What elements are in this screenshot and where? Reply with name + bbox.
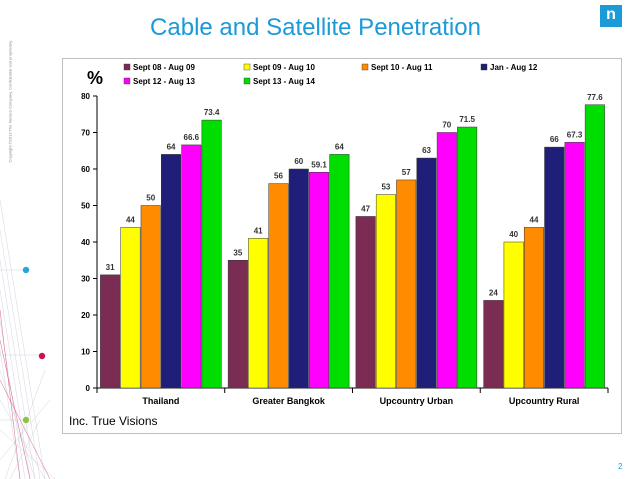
bar bbox=[584, 104, 605, 389]
data-label: 47 bbox=[361, 204, 370, 213]
y-tick-label: 10 bbox=[81, 348, 90, 357]
data-label: 53 bbox=[381, 183, 390, 192]
data-label: 77.6 bbox=[587, 93, 603, 102]
bar bbox=[503, 241, 524, 389]
x-category-label: Upcountry Urban bbox=[380, 396, 454, 406]
chart-container: % Inc. True Visions Sept 08 - Aug 09 Sept… bbox=[62, 58, 622, 434]
data-label: 73.4 bbox=[204, 108, 220, 117]
chart-legend: Sept 08 - Aug 09 Sept 09 - Aug 10 Sept 10 … bbox=[123, 63, 538, 86]
data-label: 40 bbox=[509, 230, 518, 239]
legend-swatch bbox=[480, 63, 488, 71]
y-tick-label: 80 bbox=[81, 92, 90, 101]
y-tick-label: 70 bbox=[81, 129, 90, 138]
slide-title: Cable and Satellite Penetration bbox=[150, 14, 481, 41]
data-label: 57 bbox=[402, 168, 411, 177]
bar bbox=[436, 132, 457, 389]
legend-entry-label: Sept 12 - Aug 13 bbox=[133, 77, 195, 86]
legend-entry-label: Sept 13 - Aug 14 bbox=[253, 77, 315, 86]
blue-dot-icon bbox=[22, 266, 30, 274]
legend-swatch bbox=[123, 77, 131, 85]
plot-area: 0 10 20 30 40 50 60 70 80 31 44 50 64 66.6 73.4 Thailan… bbox=[81, 92, 609, 406]
data-label: 64 bbox=[335, 142, 344, 151]
legend-swatch bbox=[243, 77, 251, 85]
data-label: 59.1 bbox=[311, 160, 327, 169]
chart-footnote: Inc. True Visions bbox=[69, 414, 158, 428]
bar bbox=[483, 300, 504, 389]
brand-logo: n bbox=[600, 5, 622, 27]
red-dot-icon bbox=[38, 352, 46, 360]
bar bbox=[140, 205, 161, 389]
legend-entry-label: Jan - Aug 12 bbox=[490, 63, 538, 72]
data-label: 66.6 bbox=[184, 133, 200, 142]
bar bbox=[329, 154, 350, 389]
bar bbox=[120, 227, 141, 389]
data-label: 71.5 bbox=[459, 115, 475, 124]
x-category-label: Thailand bbox=[142, 396, 179, 406]
data-label: 44 bbox=[530, 215, 539, 224]
legend-swatch bbox=[123, 63, 131, 71]
legend-entry-label: Sept 10 - Aug 11 bbox=[371, 63, 433, 72]
legend-swatch bbox=[243, 63, 251, 71]
data-label: 56 bbox=[274, 172, 283, 181]
data-label: 63 bbox=[422, 146, 431, 155]
bar bbox=[396, 179, 417, 389]
bar bbox=[201, 119, 222, 389]
bar bbox=[227, 260, 248, 389]
y-tick-label: 60 bbox=[81, 165, 90, 174]
data-label: 60 bbox=[294, 157, 303, 166]
data-label: 24 bbox=[489, 288, 498, 297]
data-label: 44 bbox=[126, 215, 135, 224]
data-label: 41 bbox=[254, 226, 263, 235]
bar bbox=[161, 154, 182, 389]
data-label: 64 bbox=[167, 142, 176, 151]
legend-entry-label: Sept 08 - Aug 09 bbox=[133, 63, 195, 72]
green-dot-icon bbox=[22, 416, 30, 424]
bar bbox=[457, 126, 478, 389]
legend-swatch bbox=[361, 63, 369, 71]
bar bbox=[268, 183, 289, 389]
y-tick-label: 20 bbox=[81, 311, 90, 320]
legend-entry-label: Sept 09 - Aug 10 bbox=[253, 63, 315, 72]
bar bbox=[248, 238, 269, 389]
y-tick-label: 40 bbox=[81, 238, 90, 247]
bar bbox=[416, 157, 437, 389]
bar bbox=[100, 274, 121, 389]
y-axis-unit-label: % bbox=[87, 68, 103, 88]
bar bbox=[523, 227, 544, 389]
bar bbox=[375, 194, 396, 389]
data-label: 31 bbox=[106, 263, 115, 272]
data-label: 35 bbox=[233, 248, 242, 257]
y-tick-label: 0 bbox=[86, 384, 91, 393]
page-number: 2 bbox=[618, 462, 623, 471]
data-label: 50 bbox=[146, 194, 155, 203]
bar bbox=[355, 216, 376, 389]
y-tick-label: 50 bbox=[81, 202, 90, 211]
bar bbox=[181, 144, 202, 389]
y-tick-label: 30 bbox=[81, 275, 90, 284]
x-category-label: Upcountry Rural bbox=[509, 396, 580, 406]
data-label: 66 bbox=[550, 135, 559, 144]
bar bbox=[309, 172, 330, 389]
bar bbox=[564, 142, 585, 389]
bar bbox=[288, 168, 309, 389]
copyright-notice: Copyright ©2013 The Nielsen Company. Con… bbox=[7, 39, 13, 163]
x-category-label: Greater Bangkok bbox=[252, 396, 326, 406]
bar-chart: % Inc. True Visions Sept 08 - Aug 09 Sept… bbox=[69, 63, 609, 428]
decorative-network-graphic bbox=[0, 199, 56, 479]
bar bbox=[544, 146, 565, 389]
data-label: 70 bbox=[442, 121, 451, 130]
data-label: 67.3 bbox=[567, 130, 583, 139]
